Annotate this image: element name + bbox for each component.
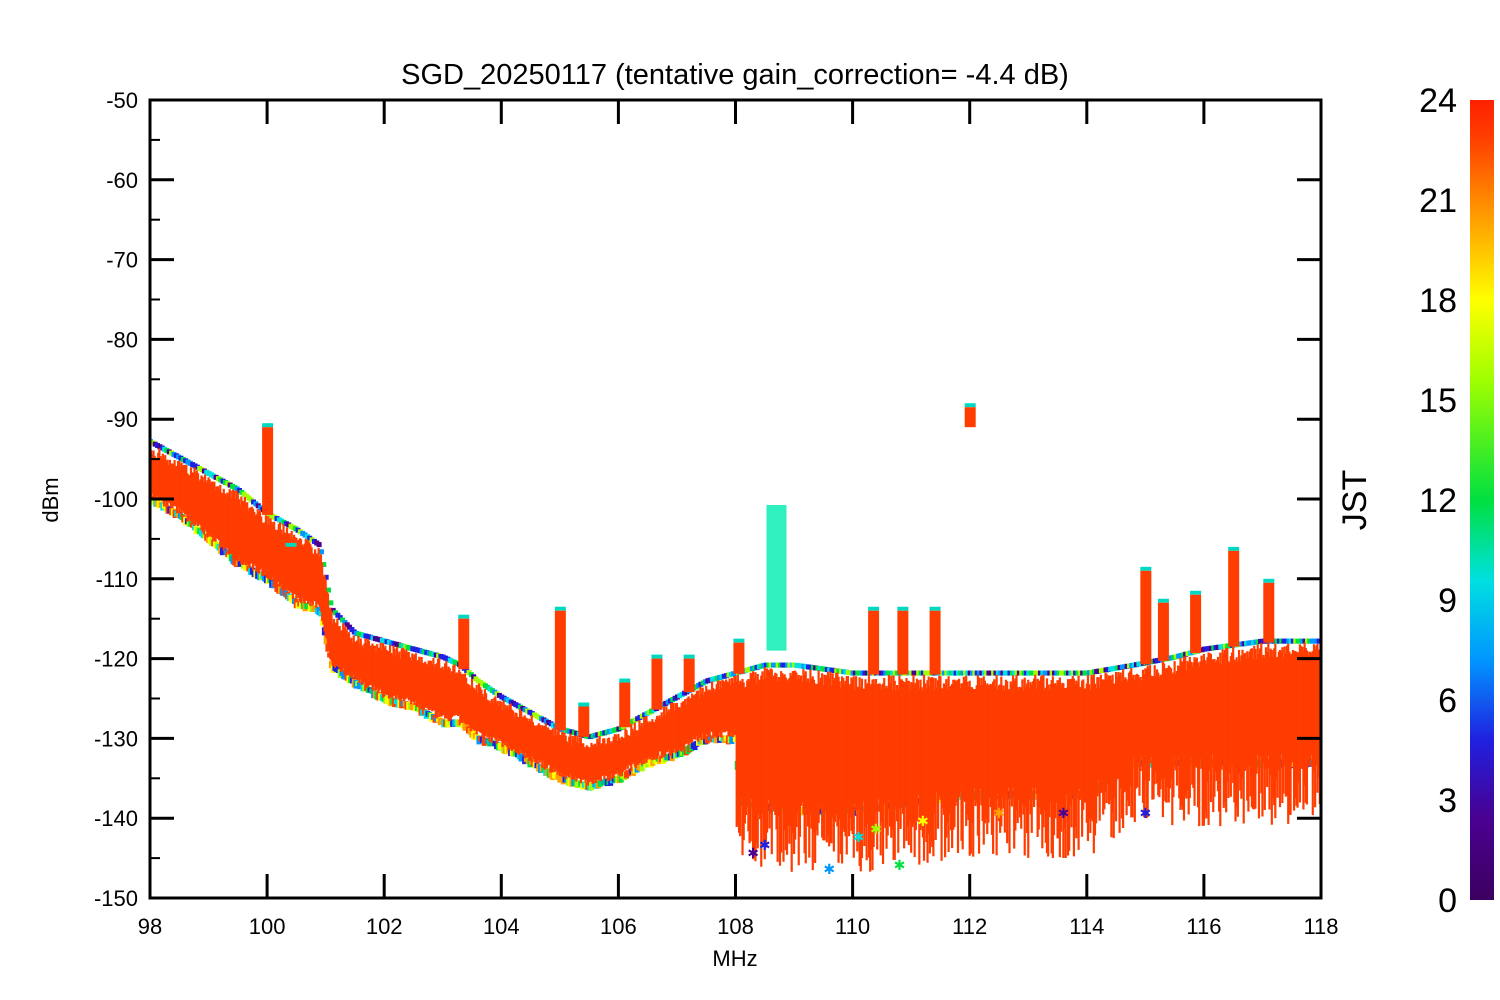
peak-cap [578, 702, 590, 707]
fringe-point [318, 549, 324, 555]
x-tick-label: 118 [1303, 914, 1338, 939]
outlier-point: ✱ [853, 830, 865, 846]
outlier-point: ✱ [993, 806, 1005, 822]
fringe-point [1316, 638, 1321, 644]
peak-cap [458, 614, 470, 619]
peak-cap [1157, 598, 1169, 603]
colorbar-tick-label: 18 [1419, 282, 1457, 320]
peak-cap [929, 606, 941, 611]
outlier-point: ✱ [747, 846, 759, 862]
x-axis-label: MHz [712, 946, 757, 971]
spectrum-peak [1140, 570, 1152, 665]
outlier-point: ✱ [894, 858, 906, 874]
x-tick-label: 100 [249, 914, 286, 939]
chart-title: SGD_20250117 (tentative gain_correction=… [401, 59, 1069, 91]
outlier-point: ✱ [1139, 806, 1151, 822]
spectrum-peak [766, 504, 787, 651]
axis-ticks: 98 100 102 104 106 108 110 112 114 116 118 -50 -60 -7… [94, 88, 1339, 939]
fringe-point [639, 762, 645, 772]
peak-cap [285, 542, 297, 547]
x-tick-label: 106 [600, 914, 637, 939]
colorbar-tick-label: 15 [1419, 382, 1457, 420]
y-tick-label: -90 [106, 407, 138, 432]
colorbar-tick-label: 6 [1438, 682, 1457, 720]
spectrum-peak [929, 610, 941, 675]
y-axis-label: dBm [38, 477, 63, 522]
y-tick-label: -120 [94, 647, 138, 672]
fringe-point [325, 587, 331, 593]
spectrum-peak [1263, 582, 1275, 643]
y-tick-label: -150 [94, 886, 138, 911]
x-tick-label: 110 [835, 914, 870, 939]
spectrum-peak [285, 546, 297, 551]
spectrum-peak [619, 682, 631, 728]
spectrum-peak [554, 610, 566, 731]
fringe-point [323, 574, 329, 580]
y-tick-label: -100 [94, 487, 138, 512]
colorbar-tick-label: 24 [1419, 82, 1457, 120]
outlier-point: ✱ [823, 862, 835, 878]
spectrum-peak [458, 618, 470, 670]
spectrum-peak [897, 610, 909, 675]
colorbar-tick-label: 3 [1438, 782, 1457, 820]
x-tick-label: 108 [717, 914, 754, 939]
spectrum-peak [1190, 594, 1202, 654]
fringe-point [321, 562, 327, 568]
spectrum-peak [1228, 550, 1240, 647]
colorbar-tick-label: 9 [1438, 582, 1457, 620]
peak-cap [683, 654, 695, 659]
fringe-point [323, 635, 329, 645]
spectrum-peak [651, 658, 663, 710]
outlier-point: ✱ [759, 838, 771, 854]
peak-cap [554, 606, 566, 611]
data-layer: ✱ ✱✱✱✱✱ ✱ ✱ ✱ ✱ [150, 403, 1321, 878]
x-tick-label: 116 [1186, 914, 1221, 939]
y-tick-label: -110 [96, 567, 138, 592]
y-tick-label: -60 [106, 168, 138, 193]
peak-cap [1140, 566, 1152, 571]
peak-cap [897, 606, 909, 611]
spectrum-peak [578, 706, 590, 737]
x-tick-label: 98 [138, 914, 162, 939]
fringe-point [328, 600, 334, 606]
y-tick-label: -130 [94, 726, 138, 751]
outlier-point: ✱ [870, 822, 882, 838]
y-tick-label: -50 [106, 88, 138, 113]
peak-cap [733, 638, 745, 643]
colorbar [1470, 100, 1494, 900]
colorbar-tick-label: 0 [1438, 882, 1457, 920]
colorbar-tick-label: 12 [1419, 482, 1457, 520]
colorbar-tick-label: 21 [1419, 182, 1457, 220]
colorbar-label: JST [1336, 470, 1374, 530]
peak-cap [868, 606, 880, 611]
spectrum-peak [262, 427, 274, 515]
fringe-point [318, 610, 324, 617]
fringe-point [316, 542, 322, 548]
peak-cap [651, 654, 663, 659]
y-tick-label: -70 [106, 248, 138, 273]
colorbar-ticks: 0 3 6 9 12 15 18 21 24 [1419, 82, 1457, 920]
outlier-point: ✱ [1058, 806, 1070, 822]
spectrum-peak [1157, 602, 1169, 661]
spectrum-peak [868, 610, 880, 675]
y-tick-label: -140 [94, 806, 138, 831]
spectrum-peak [733, 642, 745, 674]
outlier-point: ✱ [917, 814, 929, 830]
x-tick-label: 112 [952, 914, 987, 939]
x-tick-label: 102 [366, 914, 403, 939]
x-tick-label: 114 [1069, 914, 1104, 939]
peak-cap [262, 423, 274, 428]
spectrum-peak [683, 658, 695, 693]
x-tick-label: 104 [483, 914, 520, 939]
spectrum-peak [964, 407, 976, 428]
y-tick-label: -80 [106, 327, 138, 352]
peak-cap [1190, 590, 1202, 595]
peak-cap [1263, 578, 1275, 583]
peak-cap [1228, 546, 1240, 551]
peak-cap [619, 678, 631, 683]
fringe-point [732, 735, 738, 743]
peak-cap [964, 403, 976, 408]
